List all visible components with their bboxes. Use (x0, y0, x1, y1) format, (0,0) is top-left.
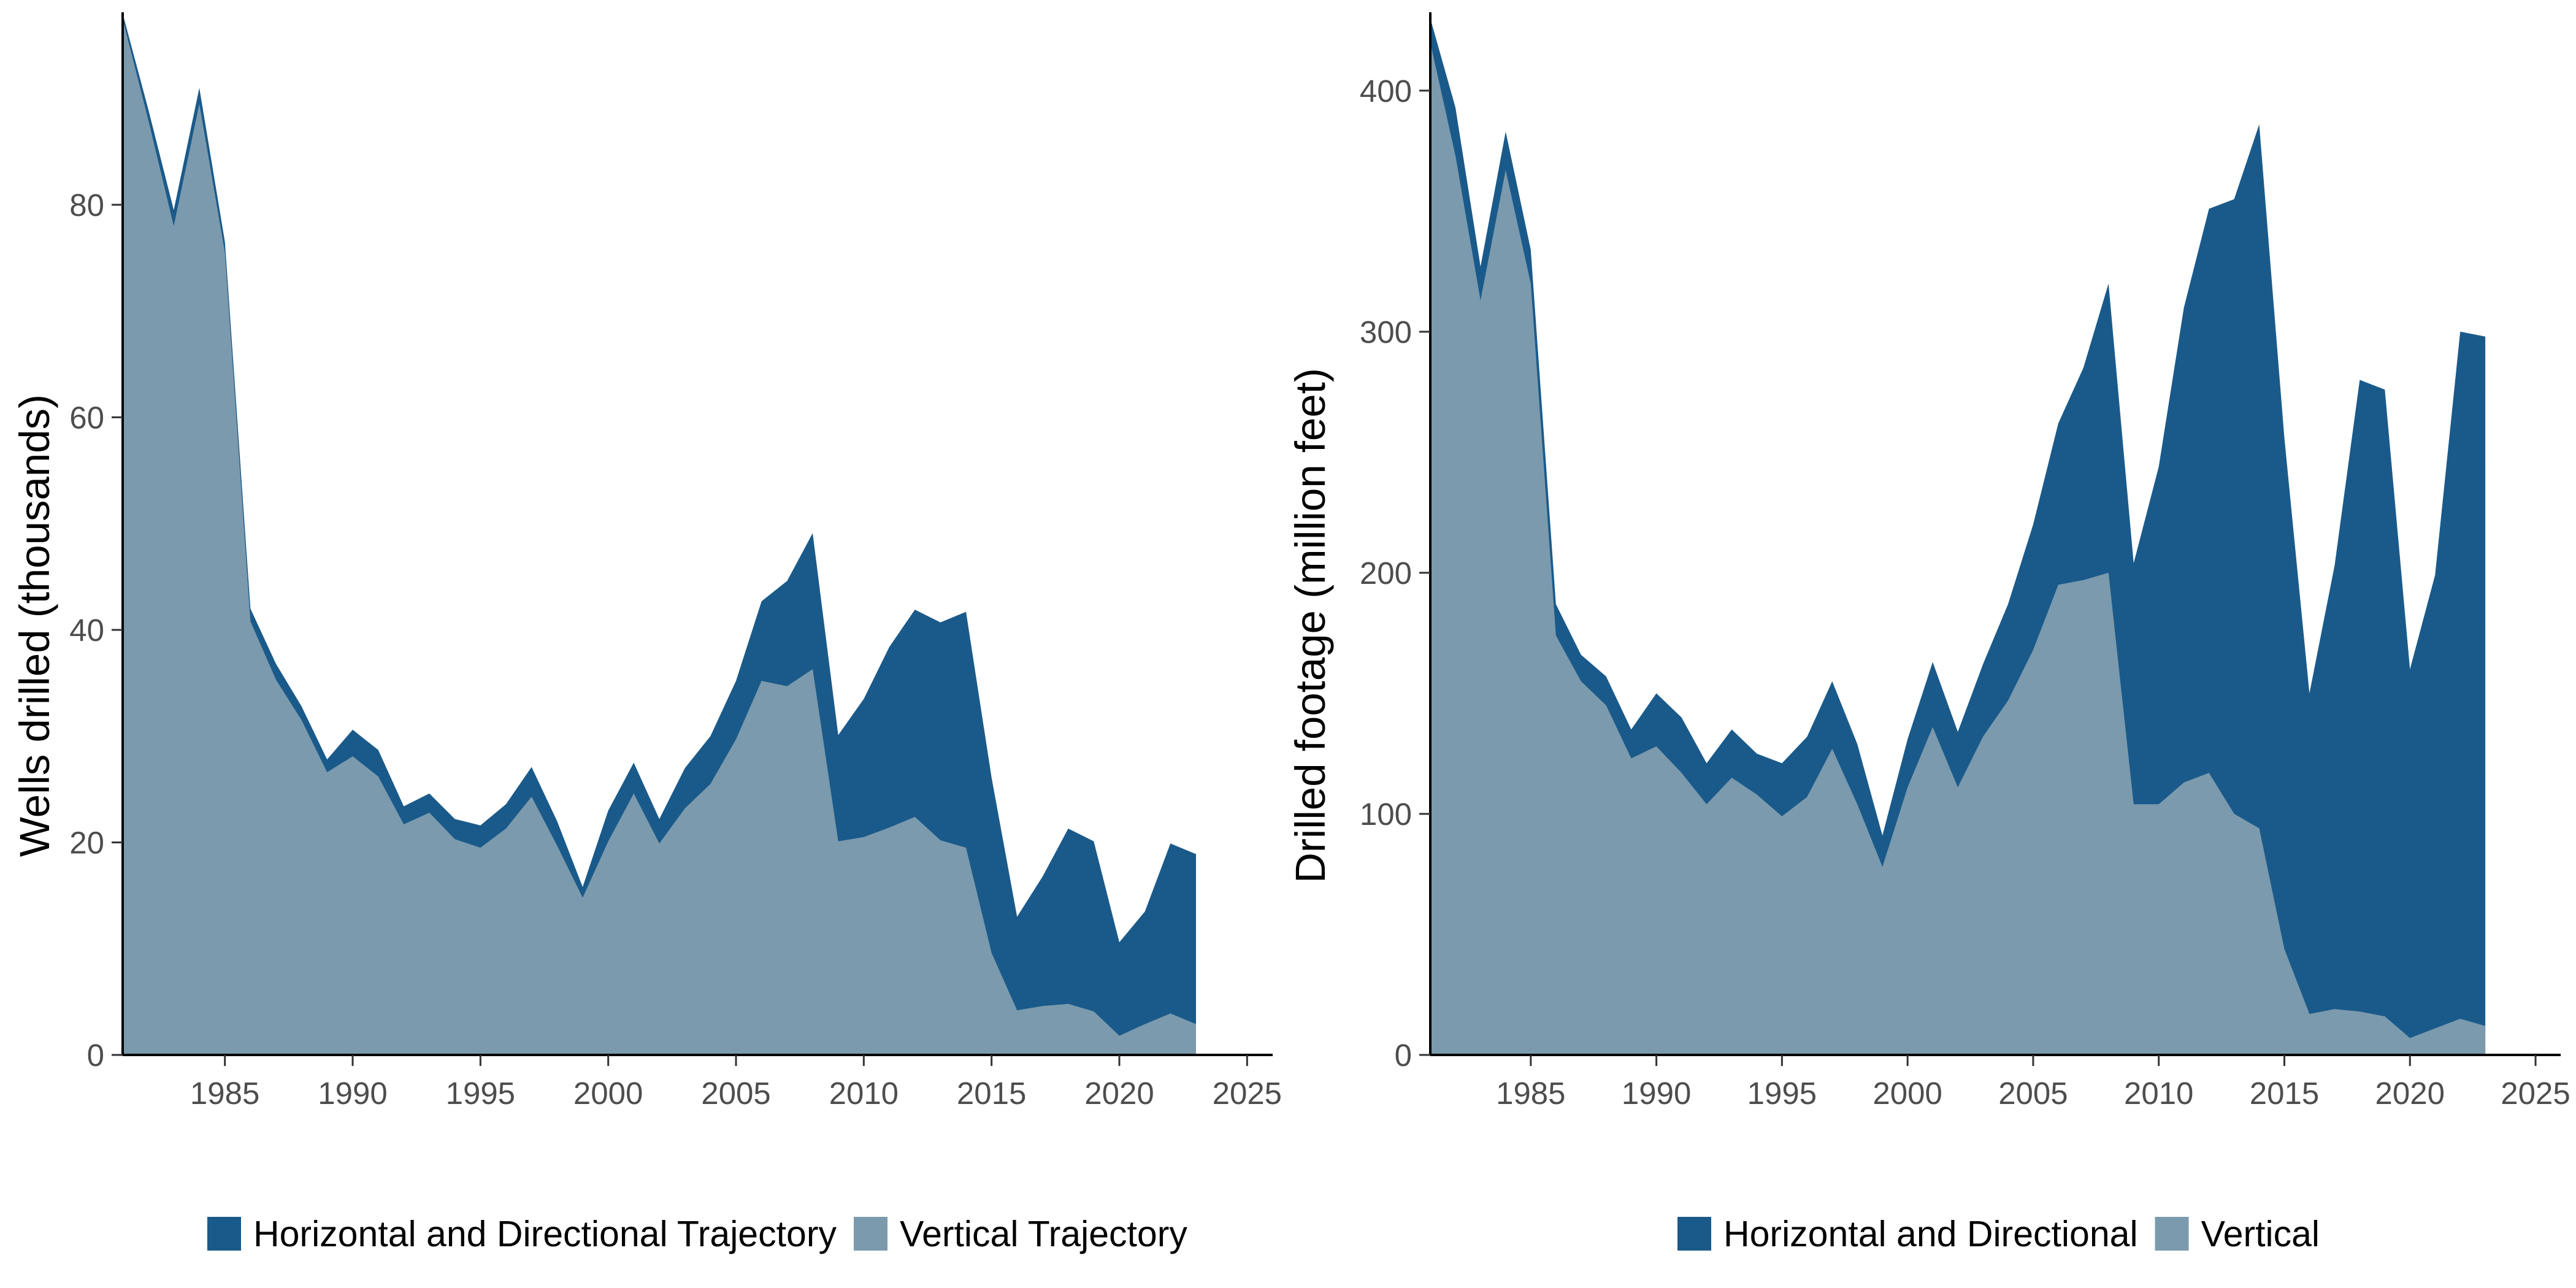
right-x-tick-label: 2020 (2375, 1076, 2445, 1111)
right-legend-label-horizontal: Horizontal and Directional (1723, 1214, 2138, 1254)
left-legend-swatch-horizontal (207, 1217, 241, 1251)
right-y-tick-label: 100 (1360, 797, 1412, 832)
left-y-axis-title: Wells drilled (thousands) (11, 394, 58, 857)
right-y-tick-label: 200 (1360, 556, 1412, 591)
left-legend-label-vertical: Vertical Trajectory (900, 1214, 1187, 1254)
right-chart: 1985 1990 1995 2000 2005 2010 2015 2020 2025 0 100… (1287, 12, 2570, 1254)
left-x-tick-label: 2010 (829, 1076, 899, 1111)
left-x-tick-label: 1990 (318, 1076, 387, 1111)
right-y-tick-label: 400 (1360, 74, 1412, 109)
left-series-horizontal-area (123, 13, 1196, 1055)
left-x-tick-label: 2025 (1213, 1076, 1282, 1111)
left-x-tick-label: 2020 (1084, 1076, 1154, 1111)
left-x-tick-label: 2015 (957, 1076, 1026, 1111)
right-x-tick-label: 2015 (2250, 1076, 2319, 1111)
left-x-tick-label: 1985 (190, 1076, 259, 1111)
left-chart: 1985 1990 1995 2000 2005 2010 2015 2020 2025 0 20 4… (11, 12, 1282, 1254)
left-y-tick-label: 80 (69, 188, 104, 223)
right-y-tick-label: 300 (1360, 315, 1412, 350)
left-series-vertical-area (123, 18, 1196, 1056)
right-x-tick-label: 2005 (1998, 1076, 2068, 1111)
left-x-tick-label: 1995 (446, 1076, 515, 1111)
right-x-tick-label: 1985 (1496, 1076, 1565, 1111)
left-y-tick-label: 40 (69, 613, 104, 648)
right-legend-swatch-horizontal (1677, 1217, 1711, 1251)
left-y-tick-label: 0 (87, 1038, 104, 1073)
right-y-axis-title: Drilled footage (million feet) (1287, 368, 1334, 883)
left-x-tick-label: 2005 (701, 1076, 770, 1111)
left-y-tick-label: 20 (69, 825, 104, 860)
right-x-tick-label: 1995 (1747, 1076, 1817, 1111)
right-y-tick-label: 0 (1395, 1038, 1412, 1073)
right-x-tick-label: 1990 (1622, 1076, 1691, 1111)
right-x-tick-label: 2000 (1873, 1076, 1942, 1111)
left-y-tick-label: 60 (69, 400, 104, 435)
left-x-tick-label: 2000 (573, 1076, 643, 1111)
right-series-vertical-area (1430, 42, 2486, 1056)
left-legend-label-horizontal: Horizontal and Directional Trajectory (253, 1214, 837, 1254)
right-legend-swatch-vertical (2155, 1217, 2189, 1251)
right-x-tick-label: 2010 (2124, 1076, 2193, 1111)
right-x-tick-label: 2025 (2501, 1076, 2570, 1111)
left-legend-swatch-vertical (853, 1217, 887, 1251)
right-legend-label-vertical: Vertical (2201, 1214, 2320, 1254)
